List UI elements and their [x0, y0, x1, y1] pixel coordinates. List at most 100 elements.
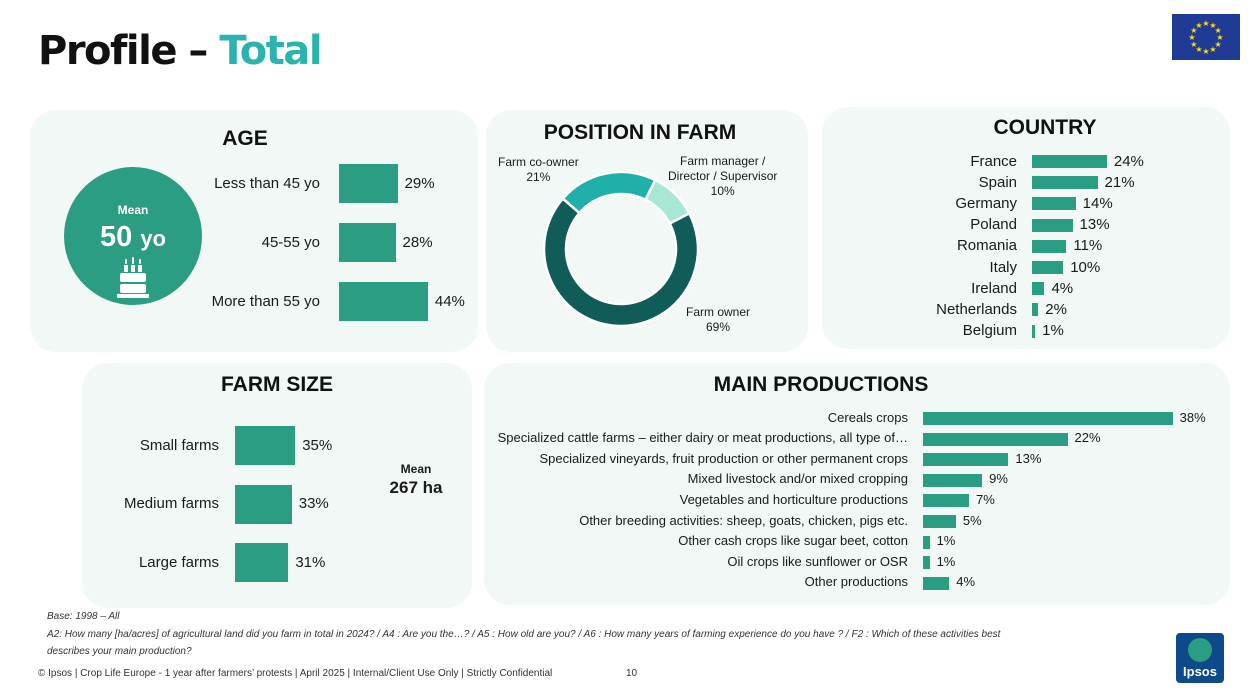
production-label: Other breeding activities: sheep, goats,… — [579, 512, 908, 528]
country-label: Germany — [955, 194, 1017, 212]
production-label: Oil crops like sunflower or OSR — [727, 553, 908, 569]
country-value-label: 2% — [1045, 300, 1067, 318]
svg-text:★: ★ — [1195, 21, 1202, 30]
production-value-label: 1% — [936, 553, 956, 569]
footer-copyright: © Ipsos | Crop Life Europe - 1 year afte… — [38, 668, 553, 679]
production-bar — [923, 515, 956, 528]
svg-text:★: ★ — [1190, 26, 1197, 35]
farm-size-label: Large farms — [138, 553, 219, 571]
age-value-label: 44% — [434, 292, 465, 310]
country-label: Netherlands — [936, 300, 1017, 318]
page-title-main: Profile – — [38, 28, 220, 74]
main-productions-title: MAIN PRODUCTIONS — [713, 373, 929, 396]
footer-base: Base: 1998 – All — [47, 611, 120, 622]
main-productions-panel — [484, 363, 1230, 605]
country-value-label: 11% — [1073, 237, 1103, 255]
farm-size-label: Medium farms — [123, 495, 219, 512]
country-value-label: 24% — [1113, 152, 1144, 170]
svg-text:★: ★ — [1190, 40, 1197, 49]
country-bar — [1032, 261, 1064, 274]
production-label: Other cash crops like sugar beet, cotton — [678, 533, 908, 549]
age-bar — [339, 164, 398, 203]
footer-page-number: 10 — [626, 668, 638, 679]
ipsos-logo-mark — [1188, 638, 1212, 662]
production-value-label: 9% — [989, 471, 1008, 487]
country-bar — [1032, 218, 1073, 232]
svg-text:★: ★ — [1202, 47, 1209, 56]
production-value-label: 5% — [962, 512, 982, 528]
production-value-label: 7% — [975, 491, 995, 507]
age-mean-label: Mean — [117, 203, 149, 217]
country-value-label: 13% — [1079, 216, 1110, 234]
eu-flag-logo: ★ ★ ★ ★ ★ ★ ★ ★ ★ ★ ★ ★ — [1172, 14, 1240, 60]
age-label: More than 55 yo — [211, 292, 320, 310]
footer-questions-line2: describes your main production? — [47, 646, 192, 657]
ipsos-logo-text: Ipsos — [1183, 664, 1217, 679]
production-label: Mixed livestock and/or mixed cropping — [687, 471, 908, 487]
production-bar — [923, 412, 1173, 425]
donut-label-owner: Farm owner 69% — [686, 305, 751, 334]
production-label: Vegetables and horticulture productions — [679, 491, 908, 507]
country-value-label: 4% — [1051, 279, 1074, 297]
country-label: Italy — [989, 258, 1017, 276]
position-title: POSITION IN FARM — [543, 121, 737, 144]
farm-size-mean-label: Mean — [400, 462, 432, 476]
country-label: Spain — [978, 173, 1017, 191]
svg-text:★: ★ — [1195, 45, 1202, 54]
age-title: AGE — [222, 127, 268, 150]
country-value-label: 21% — [1104, 173, 1135, 191]
age-bar — [339, 282, 428, 321]
page-title-accent: Total — [219, 28, 322, 74]
birthday-cake-icon — [117, 257, 149, 298]
farm-size-bar — [235, 543, 289, 582]
country-bar — [1032, 303, 1039, 317]
donut-label-co-owner: Farm co-owner 21% — [498, 155, 579, 184]
country-value-label: 14% — [1082, 194, 1113, 212]
country-value-label: 1% — [1042, 322, 1064, 340]
production-bar — [923, 453, 1009, 467]
farm-size-value-label: 31% — [295, 553, 326, 571]
farm-size-value-label: 35% — [302, 436, 333, 454]
production-value-label: 38% — [1179, 409, 1206, 425]
farm-size-bar — [235, 426, 296, 465]
footer-questions-line1: A2: How many [ha/acres] of agricultural … — [47, 629, 1001, 640]
svg-text:★: ★ — [1188, 33, 1195, 42]
country-bar — [1032, 197, 1076, 211]
svg-text:★: ★ — [1209, 45, 1216, 54]
farm-size-mean-value: 267 ha — [389, 478, 443, 497]
position-panel — [486, 110, 808, 352]
country-title: COUNTRY — [993, 116, 1097, 139]
production-bar — [923, 473, 983, 487]
country-label: Belgium — [962, 322, 1017, 340]
svg-text:★: ★ — [1215, 40, 1222, 49]
production-value-label: 4% — [956, 574, 976, 590]
age-label: 45-55 yo — [261, 233, 320, 251]
farm-size-value-label: 33% — [298, 495, 329, 512]
production-label: Other productions — [804, 574, 908, 590]
production-label: Specialized cattle farms – either dairy … — [497, 430, 908, 446]
country-bar — [1032, 239, 1067, 253]
age-value-label: 29% — [404, 174, 435, 192]
svg-text:★: ★ — [1202, 19, 1209, 28]
production-bar — [923, 556, 930, 570]
svg-text:★: ★ — [1209, 21, 1216, 30]
country-label: Romania — [956, 237, 1017, 255]
production-label: Cereals crops — [827, 409, 908, 425]
production-value-label: 1% — [936, 533, 956, 549]
production-value-label: 22% — [1074, 430, 1101, 446]
country-label: Poland — [970, 216, 1017, 234]
country-panel — [822, 107, 1230, 349]
farm-size-title: FARM SIZE — [220, 373, 334, 396]
farm-size-bar — [235, 484, 292, 524]
production-bar — [923, 432, 1068, 446]
page-title: Profile – Total — [38, 28, 323, 74]
ipsos-logo: Ipsos — [1176, 633, 1224, 683]
country-label: France — [970, 152, 1017, 170]
age-value-label: 28% — [402, 233, 433, 251]
age-label: Less than 45 yo — [214, 174, 320, 192]
production-bar — [923, 576, 950, 590]
country-label: Ireland — [971, 279, 1017, 297]
age-bar — [339, 223, 396, 262]
production-label: Specialized vineyards, fruit production … — [539, 450, 908, 466]
farm-size-label: Small farms — [139, 436, 219, 454]
